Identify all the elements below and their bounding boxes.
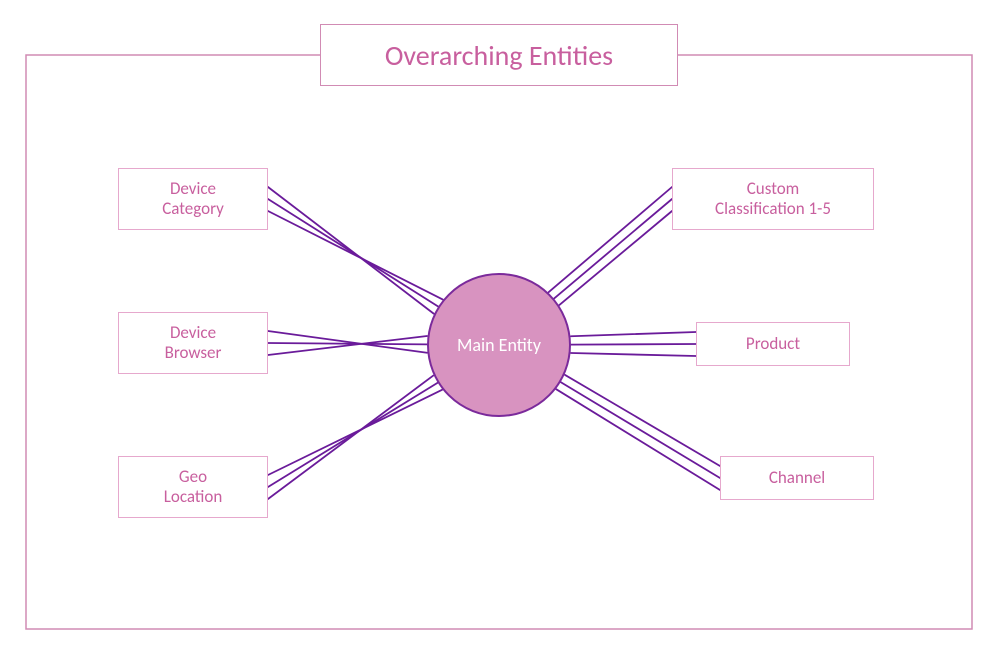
entity-label: Channel	[769, 468, 825, 488]
entity-box-custom-class: Custom Classification 1-5	[672, 168, 874, 230]
entity-box-geo-location: Geo Location	[118, 456, 268, 518]
entity-box-device-browser: Device Browser	[118, 312, 268, 374]
diagram-canvas: Overarching Entities Main Entity Device …	[0, 0, 998, 647]
main-entity-label: Main Entity	[457, 334, 541, 356]
entity-label: Device Browser	[165, 323, 222, 364]
main-entity-circle: Main Entity	[427, 273, 571, 417]
entity-box-product: Product	[696, 322, 850, 366]
entity-label: Product	[746, 334, 800, 354]
entity-box-device-category: Device Category	[118, 168, 268, 230]
title-label: Overarching Entities	[385, 38, 613, 73]
entity-label: Custom Classification 1-5	[715, 179, 831, 220]
entity-box-channel: Channel	[720, 456, 874, 500]
entity-label: Device Category	[162, 179, 224, 220]
entity-label: Geo Location	[164, 467, 223, 508]
title-box: Overarching Entities	[320, 24, 678, 86]
